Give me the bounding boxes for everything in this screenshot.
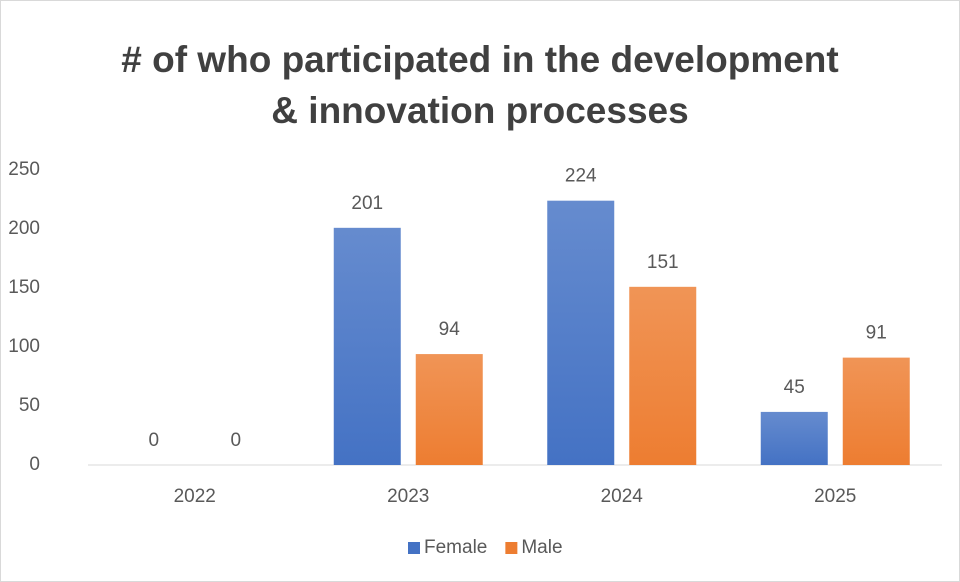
x-tick-label: 2024 xyxy=(601,486,644,507)
bar xyxy=(333,227,401,465)
y-tick-label: 250 xyxy=(8,159,40,180)
chart-title: & innovation processes xyxy=(271,90,688,131)
legend-label: Female xyxy=(424,537,487,558)
x-tick-label: 2022 xyxy=(174,486,216,507)
data-label: 224 xyxy=(565,166,597,187)
legend-swatch xyxy=(408,542,420,554)
x-tick-label: 2023 xyxy=(387,486,429,507)
bar xyxy=(760,411,828,465)
y-tick-label: 0 xyxy=(29,454,40,475)
x-tick-label: 2025 xyxy=(814,486,856,507)
bar xyxy=(629,286,697,465)
data-label: 94 xyxy=(439,319,461,340)
data-label: 0 xyxy=(230,430,241,451)
bar xyxy=(842,357,910,465)
data-label: 0 xyxy=(148,430,159,451)
legend-swatch xyxy=(505,542,518,554)
bar xyxy=(415,354,483,465)
data-label: 91 xyxy=(866,323,887,344)
y-tick-label: 150 xyxy=(8,277,40,298)
y-tick-label: 200 xyxy=(8,218,40,239)
y-tick-label: 50 xyxy=(19,395,40,416)
legend-label: Male xyxy=(521,537,562,558)
data-label: 45 xyxy=(784,377,805,398)
data-label: 201 xyxy=(351,193,383,214)
chart-title: # of who participated in the development xyxy=(121,39,838,80)
y-tick-label: 100 xyxy=(8,336,40,357)
data-label: 151 xyxy=(647,252,679,273)
bar xyxy=(547,200,615,465)
